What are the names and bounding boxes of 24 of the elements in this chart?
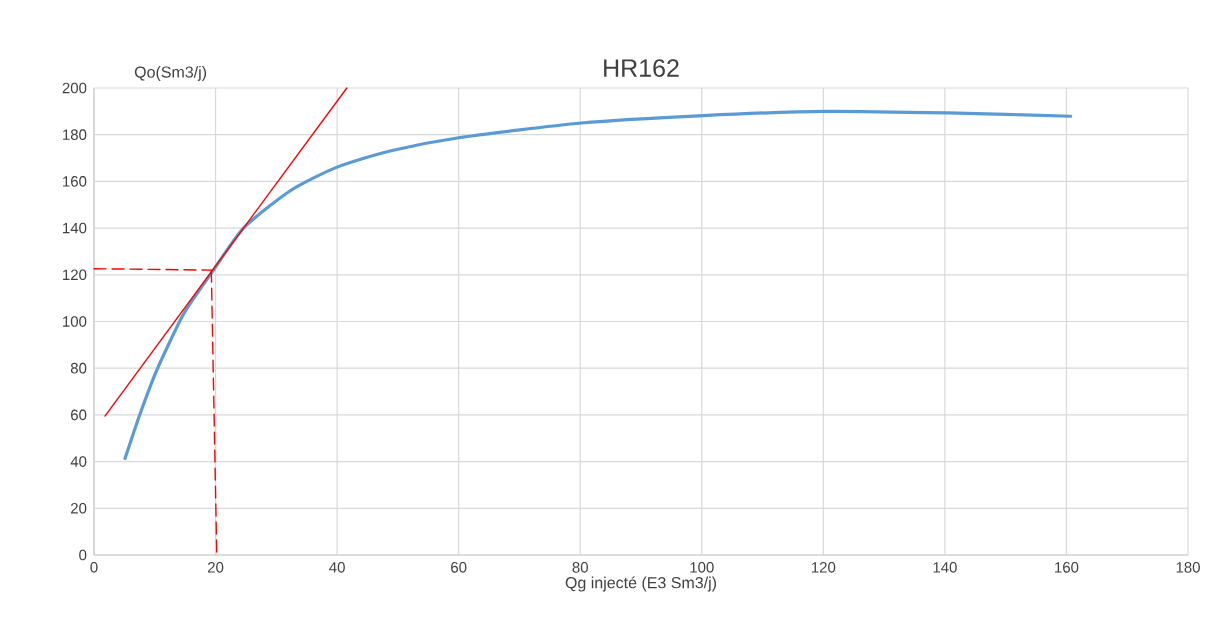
y-tick-label: 120: [63, 269, 87, 281]
y-tick-label: 0: [79, 549, 87, 561]
y-tick-label: 60: [71, 409, 87, 421]
y-tick-label: 20: [71, 502, 87, 514]
x-tick-label: 60: [451, 562, 467, 573]
x-tick-label: 0: [90, 562, 98, 573]
y-tick-label: 200: [62, 82, 87, 94]
y-tick-label: 80: [70, 362, 87, 374]
x-tick-label: 40: [329, 562, 345, 573]
x-tick-label: 160: [1055, 562, 1079, 573]
chart-title: HR162: [604, 59, 679, 77]
y-tick-label: 140: [63, 222, 87, 234]
y-tick-label: 180: [63, 129, 87, 141]
x-axis-title: Qg injecté (E3 Sm3/j): [565, 576, 717, 592]
x-tick-label: 80: [572, 562, 588, 573]
x-tick-label: 120: [811, 562, 836, 573]
y-tick-label: 40: [70, 456, 87, 467]
x-tick-label: 180: [1176, 562, 1200, 573]
y-tick-label: 100: [63, 316, 87, 327]
x-tick-label: 20: [207, 562, 224, 573]
y-tick-label: 160: [63, 176, 87, 187]
x-tick-label: 140: [933, 562, 957, 573]
y-axis-title: Qo(Sm3/j): [134, 65, 207, 81]
x-tick-label: 100: [690, 562, 714, 573]
